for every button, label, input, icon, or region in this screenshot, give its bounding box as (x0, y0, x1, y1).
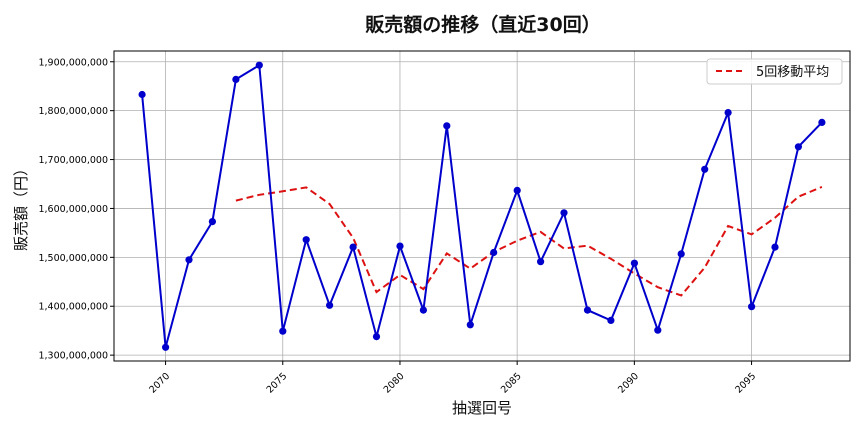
legend-label-moving-average: 5回移動平均 (756, 65, 829, 80)
legend-box (706, 58, 843, 85)
sales-point (232, 75, 240, 83)
y-axis-ticks: 1,300,000,000 1,400,000,000 1,500,000,000 1… (38, 57, 114, 362)
plot-frame (113, 50, 851, 362)
sales-point (162, 343, 170, 351)
y-axis-label: 販売額（円） (12, 161, 30, 251)
sales-point (537, 258, 545, 266)
sales-point (138, 90, 146, 99)
sales-point (748, 303, 756, 311)
sales-point (419, 306, 427, 314)
sales-point (326, 301, 334, 309)
sales-point (701, 165, 709, 173)
y-tick-label: 1,700,000,000 (38, 155, 108, 166)
sales-line (141, 63, 823, 348)
sales-point (513, 186, 521, 194)
y-tick-label: 1,300,000,000 (38, 351, 108, 362)
chart-title: 販売額の推移（直近30回） (365, 13, 600, 36)
sales-point (630, 259, 639, 267)
series-layer (138, 61, 826, 351)
sales-point (490, 248, 498, 257)
sales-point (466, 321, 474, 329)
y-tick-label: 1,800,000,000 (38, 106, 108, 117)
sales-point (794, 143, 803, 151)
legend: 5回移動平均 (706, 58, 843, 85)
sales-point (771, 243, 779, 251)
sales-point (560, 209, 568, 217)
y-tick-label: 1,900,000,000 (38, 57, 108, 68)
moving-average-line (235, 185, 823, 297)
y-tick-label: 1,600,000,000 (38, 204, 108, 215)
y-tick-label: 1,500,000,000 (38, 253, 108, 264)
sales-point (208, 218, 216, 226)
sales-point (583, 306, 592, 314)
sales-point (185, 256, 193, 264)
sales-point (396, 242, 404, 250)
sales-point (818, 118, 826, 126)
y-tick-label: 1,400,000,000 (38, 302, 108, 313)
sales-point (607, 316, 615, 324)
sales-point (255, 61, 263, 69)
sales-point (372, 333, 381, 341)
sales-point (677, 250, 685, 258)
sales-point (443, 122, 451, 130)
sales-point (349, 243, 357, 251)
sales-point (724, 109, 732, 117)
sales-point (654, 326, 662, 334)
sales-point (302, 236, 310, 244)
x-axis-label: 抽選回号 (452, 399, 512, 417)
sales-point (279, 327, 287, 335)
